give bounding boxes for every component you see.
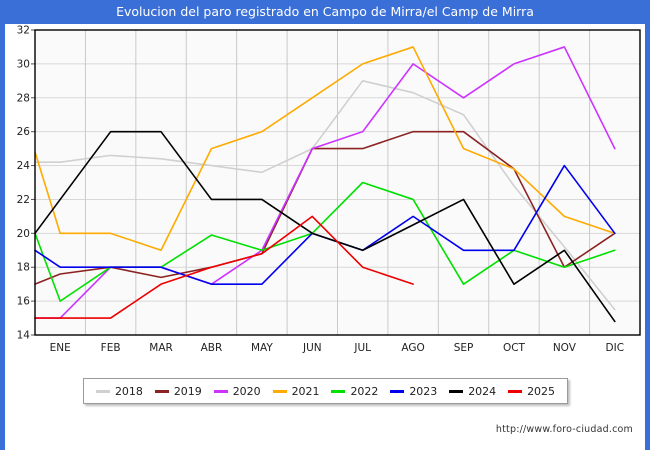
legend-item-2019[interactable]: 2019 bbox=[154, 384, 202, 398]
y-axis-tick-label: 14 bbox=[17, 330, 31, 342]
y-axis-tick-label: 32 bbox=[17, 25, 30, 37]
legend-item-2025[interactable]: 2025 bbox=[508, 385, 555, 398]
legend-label: 2020 bbox=[232, 384, 261, 398]
legend-swatch-icon bbox=[449, 389, 464, 393]
y-axis-tick-label: 30 bbox=[17, 58, 30, 70]
x-axis-tick-label: ENE bbox=[50, 342, 71, 354]
legend-swatch-icon bbox=[331, 389, 346, 393]
legend-label: 2018 bbox=[114, 384, 143, 398]
x-axis-tick-label: JUL bbox=[353, 342, 371, 354]
legend-swatch-icon bbox=[95, 389, 110, 393]
legend-item-2022[interactable]: 2022 bbox=[331, 385, 378, 398]
legend-label: 2019 bbox=[173, 384, 202, 398]
y-axis-tick-label: 16 bbox=[17, 296, 31, 308]
y-axis-tick-label: 24 bbox=[17, 160, 31, 172]
legend-label: 2022 bbox=[350, 384, 379, 398]
x-axis-tick-label: NOV bbox=[553, 342, 577, 354]
legend-label: 2023 bbox=[409, 384, 438, 398]
x-axis-tick-label: MAR bbox=[149, 342, 173, 354]
source-url: http://www.foro-ciudad.com bbox=[495, 424, 633, 435]
y-axis-tick-label: 22 bbox=[17, 194, 30, 206]
legend-swatch-icon bbox=[272, 389, 287, 393]
legend-item-2023[interactable]: 2023 bbox=[390, 385, 437, 398]
series-line-2024 bbox=[34, 130, 616, 323]
series-line-2021 bbox=[34, 46, 616, 252]
legend-swatch-icon bbox=[508, 389, 523, 393]
plot-border bbox=[34, 29, 641, 336]
x-axis-tick-label: DIC bbox=[606, 342, 625, 354]
window-title-bar: Evolucion del paro registrado en Campo d… bbox=[0, 0, 650, 24]
x-axis-tick-label: OCT bbox=[503, 342, 526, 354]
legend-item-2018[interactable]: 2018 bbox=[95, 384, 143, 398]
legend-swatch-icon bbox=[213, 389, 228, 393]
legend-swatch-icon bbox=[154, 389, 169, 393]
legend-label: 2024 bbox=[468, 384, 497, 398]
page-title: Evolucion del paro registrado en Campo d… bbox=[116, 4, 534, 19]
y-axis-tick-label: 28 bbox=[17, 92, 30, 104]
x-axis-tick-label: AGO bbox=[401, 342, 424, 354]
x-axis-tick-label: FEB bbox=[101, 342, 121, 354]
x-axis-tick-label: MAY bbox=[251, 342, 273, 354]
x-axis-tick-label: JUN bbox=[302, 342, 322, 354]
x-axis-tick-label: ABR bbox=[201, 342, 223, 354]
series-line-2025 bbox=[34, 215, 414, 319]
legend-item-2020[interactable]: 2020 bbox=[213, 384, 261, 398]
legend-item-2024[interactable]: 2024 bbox=[449, 385, 496, 398]
y-axis-tick-label: 18 bbox=[17, 262, 30, 274]
y-axis-tick-label: 20 bbox=[17, 228, 30, 240]
chart-plot-area: 14 16 18 20 22 24 26 28 30 32 ENE FEB MAR ABR MAY JUN JU… bbox=[5, 24, 645, 364]
legend-label: 2025 bbox=[527, 384, 556, 398]
legend-label: 2021 bbox=[291, 384, 320, 398]
y-axis-tick-label: 26 bbox=[17, 126, 31, 138]
line-chart-svg: 14 16 18 20 22 24 26 28 30 32 ENE FEB MAR ABR MAY JUN JU… bbox=[17, 25, 641, 354]
legend-item-2021[interactable]: 2021 bbox=[272, 384, 320, 398]
x-axis-tick-label: SEP bbox=[454, 342, 474, 354]
legend-swatch-icon bbox=[390, 389, 405, 393]
chart-legend: 2018 2019 2020 2021 2022 2023 2024 2025 bbox=[83, 378, 568, 404]
